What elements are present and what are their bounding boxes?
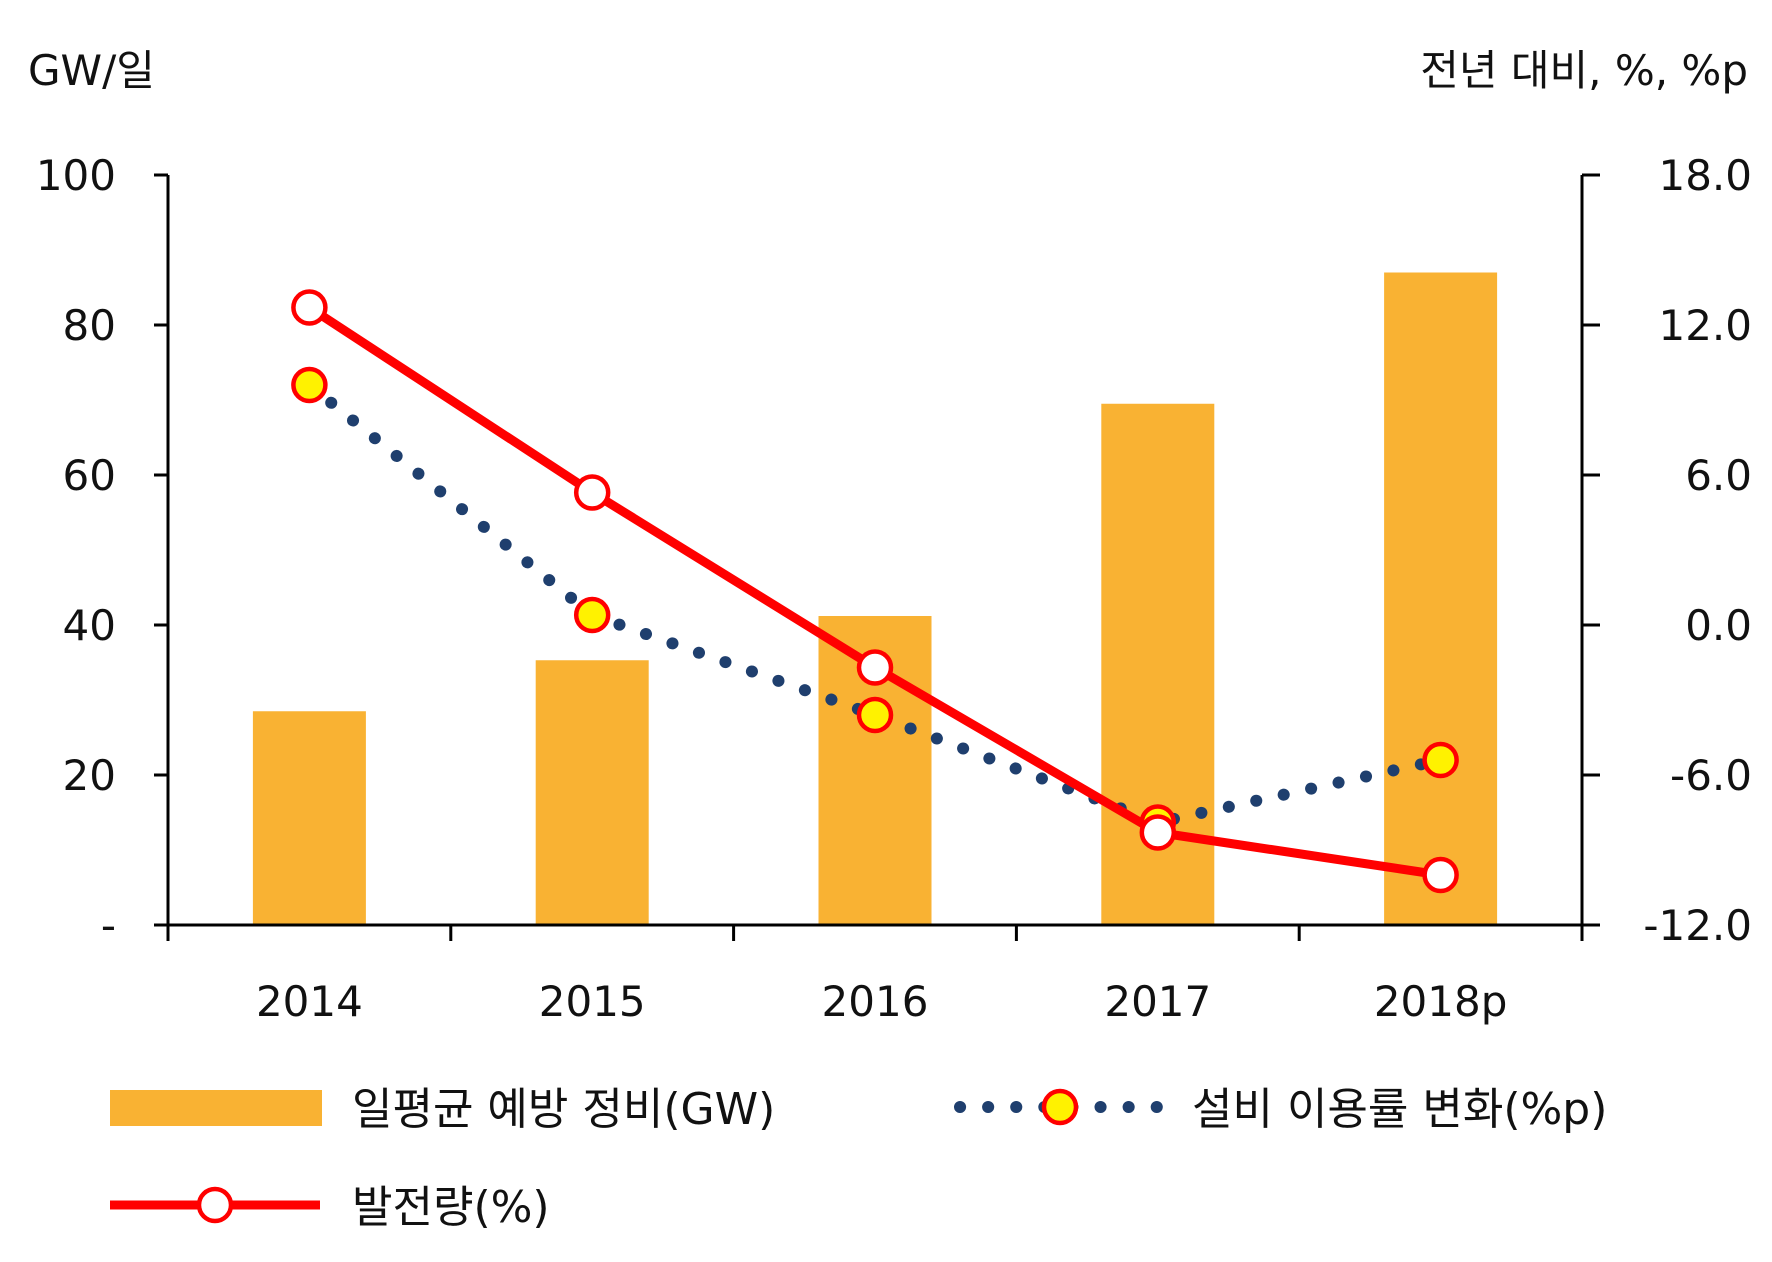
- bar-2014: [252, 711, 366, 925]
- right-tick-label: 12.0: [1658, 301, 1752, 350]
- series-1-marker-2014: [291, 289, 328, 326]
- series-1-marker-2015: [573, 474, 611, 511]
- legend-swatch-dotted-marker: [1041, 1088, 1079, 1126]
- x-tick-label: 2015: [539, 977, 646, 1026]
- right-tick-label: 18.0: [1658, 151, 1752, 200]
- left-tick-label: 80: [63, 301, 116, 350]
- bar-2015: [535, 660, 649, 925]
- legend-label-bar: 일평균 예방 정비(GW): [352, 1084, 775, 1135]
- series-0-marker-2018p: [1422, 741, 1459, 779]
- x-tick-label: 2016: [822, 977, 929, 1026]
- legend-swatch-solid-marker: [196, 1186, 234, 1224]
- series-0-marker-2015: [573, 596, 611, 634]
- legend-label-solid: 발전량(%): [352, 1182, 550, 1233]
- legend: 일평균 예방 정비(GW) 설비 이용률 변화(%p) 발전량(%): [110, 1084, 1607, 1233]
- series-line-0: [303, 379, 1447, 829]
- x-tick-label: 2018p: [1374, 977, 1508, 1026]
- series-1-marker-2018p: [1422, 856, 1459, 894]
- left-tick-label: 100: [36, 151, 116, 200]
- x-tick-label: 2017: [1104, 977, 1211, 1026]
- right-axis-unit: 전년 대비, %, %p: [1420, 46, 1748, 95]
- series-1-marker-2017: [1139, 814, 1177, 851]
- bars-group: [252, 272, 1498, 925]
- left-tick-label: -: [101, 901, 116, 950]
- legend-swatch-bar: [110, 1090, 322, 1126]
- series-1-marker-2016: [856, 649, 894, 686]
- right-tick-label: -12.0: [1643, 901, 1752, 950]
- legend-label-dotted: 설비 이용률 변화(%p): [1192, 1084, 1607, 1135]
- left-tick-label: 20: [63, 751, 116, 800]
- left-axis-unit: GW/일: [28, 46, 155, 95]
- right-tick-label: -6.0: [1670, 751, 1752, 800]
- right-tick-label: 0.0: [1685, 601, 1752, 650]
- right-tick-label: 6.0: [1685, 451, 1752, 500]
- bar-2018p: [1384, 272, 1498, 925]
- x-tick-label: 2014: [256, 977, 363, 1026]
- left-tick-label: 40: [63, 601, 116, 650]
- series-0-marker-2014: [291, 366, 328, 404]
- lines-group: [291, 289, 1459, 894]
- axes-group: - 20 40 60 80 100 -12.0 -6.0 0.0 6.0 12.0 18.0 2014 2…: [36, 151, 1752, 1026]
- left-tick-label: 60: [63, 451, 116, 500]
- series-0-marker-2016: [856, 696, 894, 734]
